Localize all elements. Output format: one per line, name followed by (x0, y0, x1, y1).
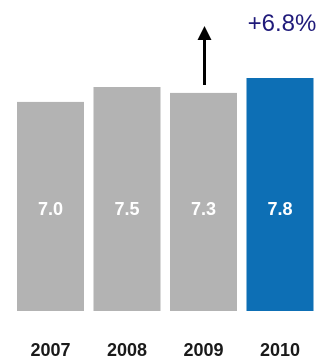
x-tick-label-2008: 2008 (107, 340, 147, 360)
bar-value-label-2008: 7.5 (114, 199, 139, 219)
x-axis-tick-labels: 2007 2008 2009 2010 (30, 340, 300, 360)
bar-2010 (246, 78, 314, 311)
growth-annotation: +6.8% (197, 10, 317, 85)
growth-percentage-label: +6.8% (248, 10, 317, 37)
bar-value-label-2010: 7.8 (267, 199, 292, 219)
x-tick-label-2007: 2007 (30, 340, 70, 360)
x-tick-label-2010: 2010 (260, 340, 300, 360)
bar-2007 (17, 101, 84, 312)
bar-value-label-2007: 7.0 (38, 199, 63, 219)
bar-value-labels: 7.0 7.5 7.3 7.8 (38, 199, 293, 219)
bar-2008 (93, 87, 161, 311)
bar-2009 (170, 92, 237, 312)
bars-group (17, 78, 314, 312)
arrow-head-icon (197, 26, 212, 40)
x-tick-label-2009: 2009 (183, 340, 223, 360)
bar-value-label-2009: 7.3 (191, 199, 216, 219)
